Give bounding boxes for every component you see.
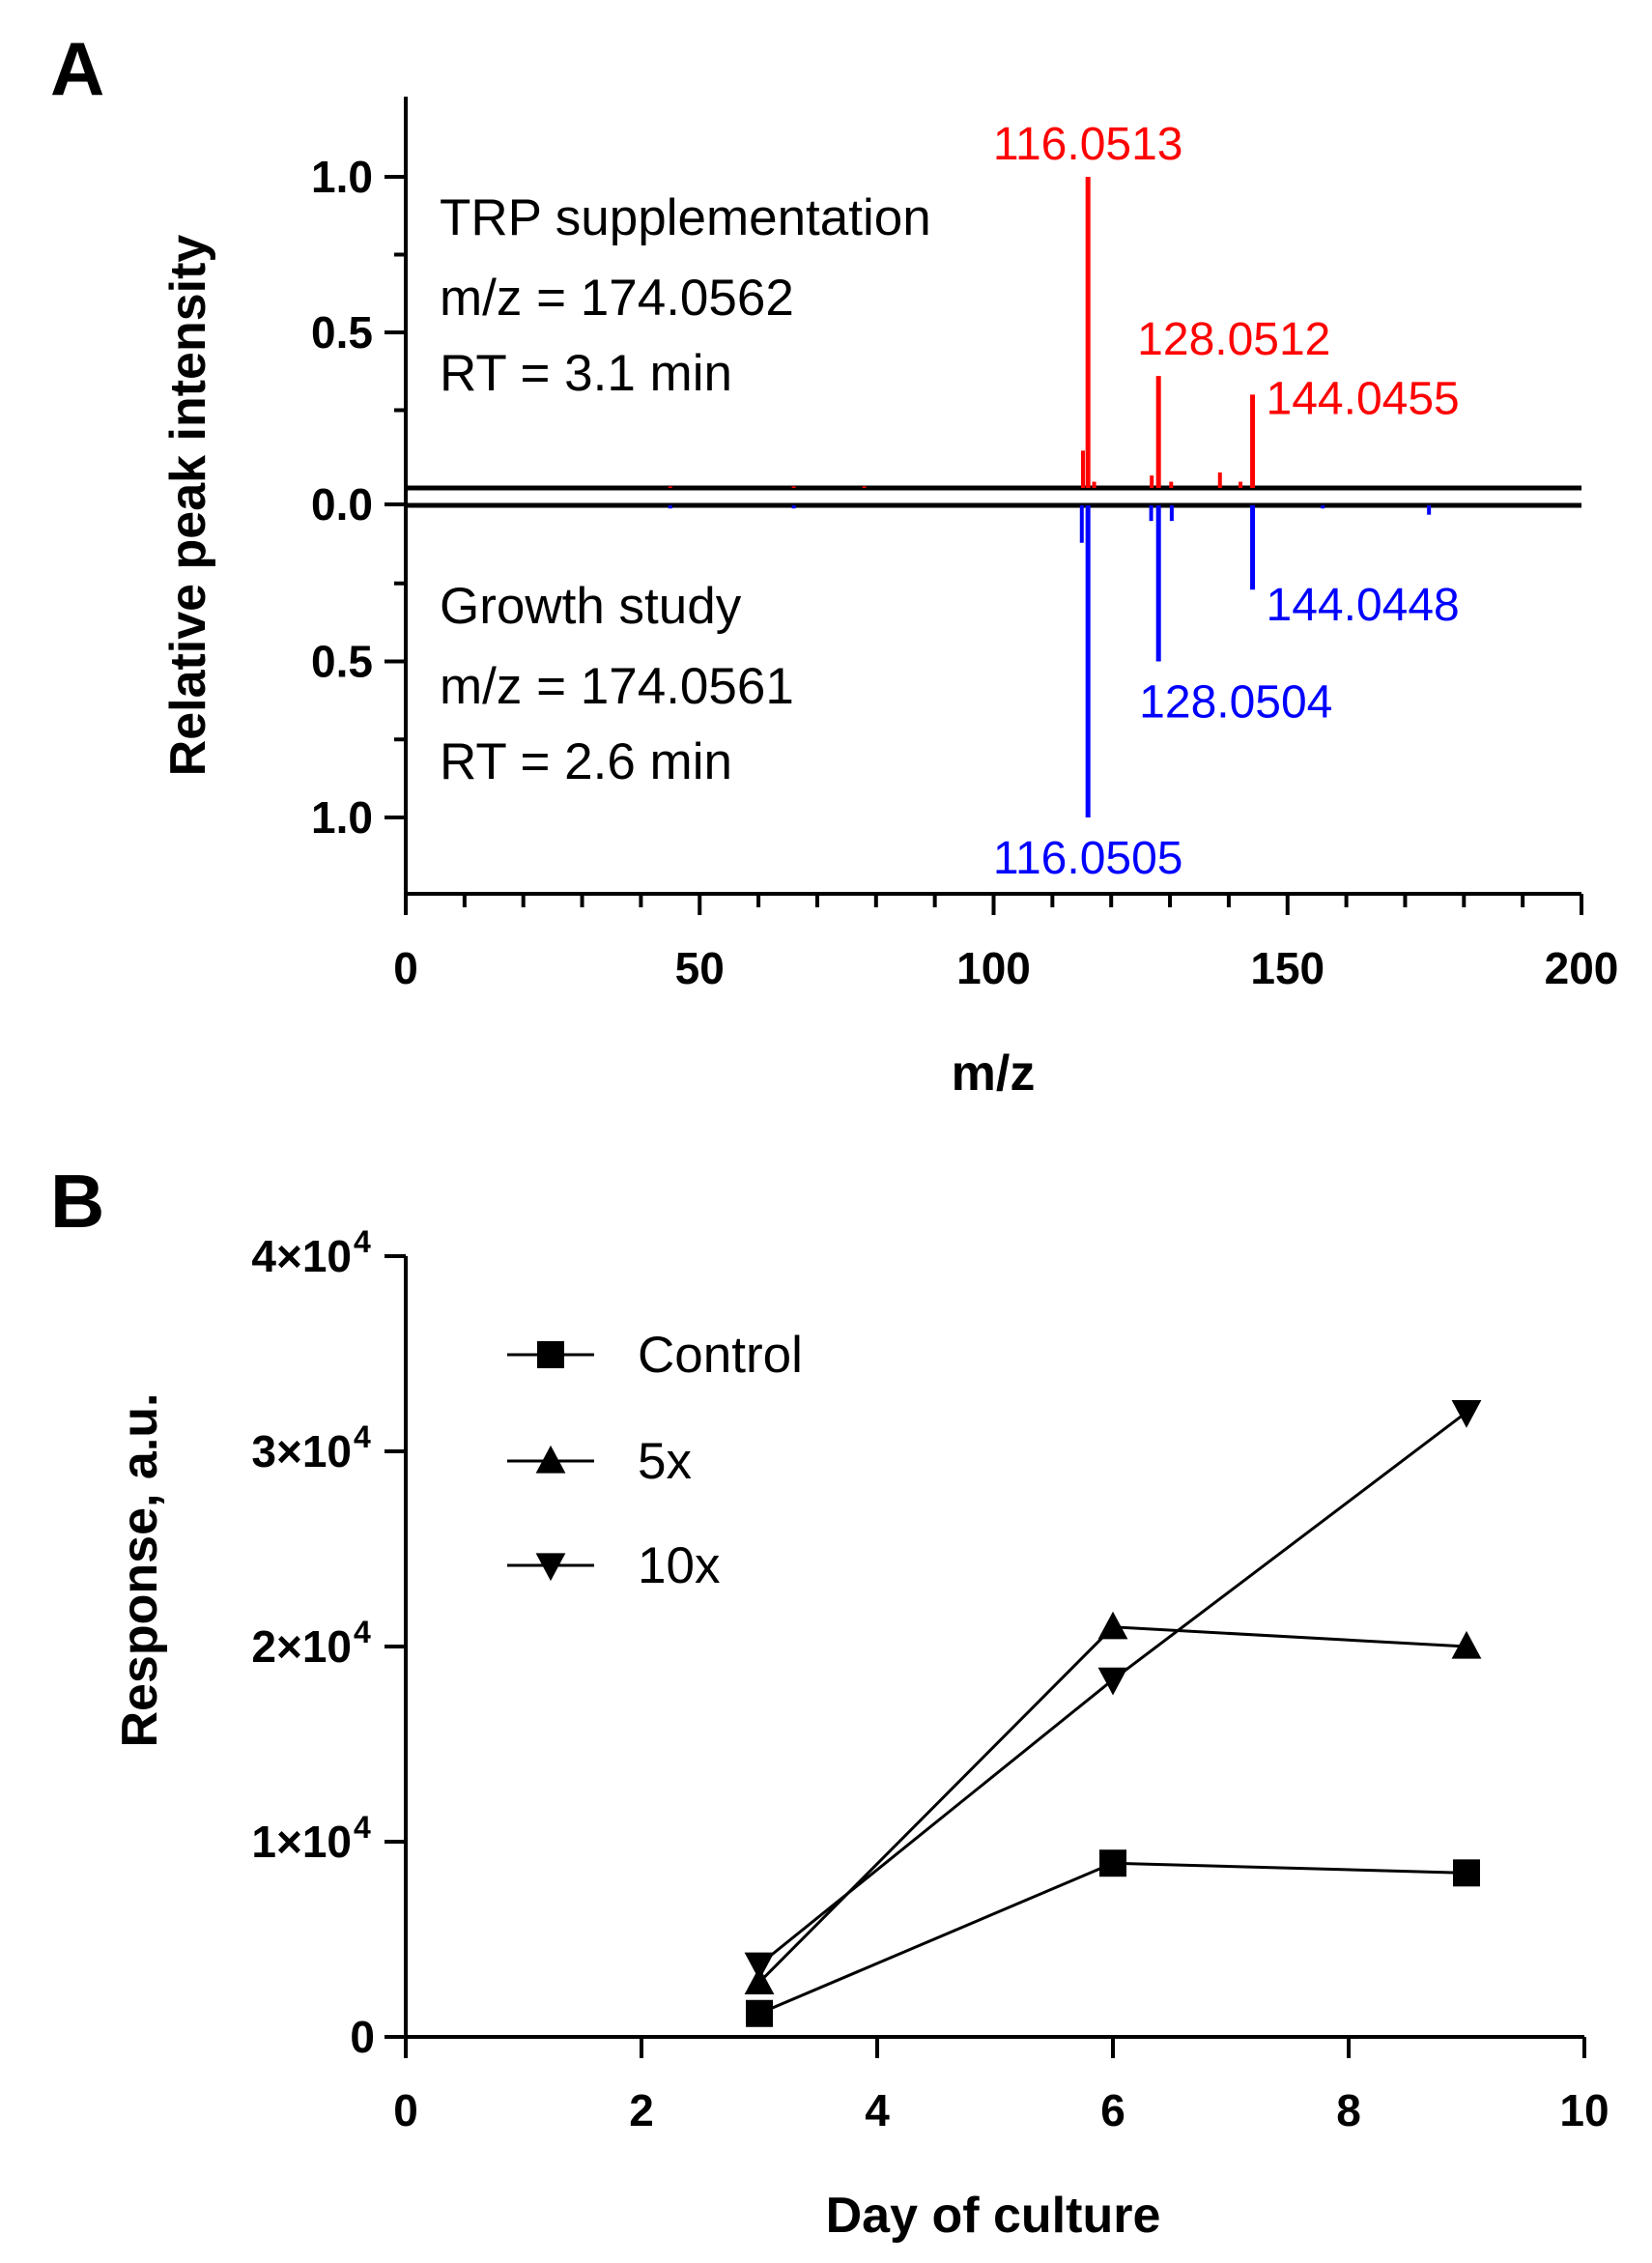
panel-b-y-axis-label: Response, a.u. (112, 1393, 168, 1748)
panel-a-bottom-peak-label: 128.0504 (1139, 677, 1332, 729)
panel-a-top-peak-label: 116.0513 (993, 119, 1183, 170)
panel-b-y-tick-exponent: 4 (354, 1810, 371, 1845)
panel-a-y-tick-label: 0.5 (311, 637, 373, 687)
panel-b-marker-square (1453, 1859, 1480, 1887)
panel-b-marker-triangle-up (1097, 1611, 1128, 1640)
panel-a-bottom-line-1: Growth study (440, 578, 742, 635)
panel-b-x-tick-label: 8 (1336, 2085, 1361, 2135)
panel-b-marker-triangle-up (744, 1966, 775, 1995)
panel-b-letter: B (50, 1159, 104, 1244)
panel-a-x-tick-label: 100 (956, 943, 1031, 993)
panel-b-x-tick-label: 4 (865, 2085, 890, 2135)
panel-a-top-line-3: RT = 3.1 min (440, 345, 732, 402)
panel-b-marker-square (1099, 1849, 1126, 1877)
panel-b-x-axis-label: Day of culture (826, 2188, 1161, 2244)
panel-a-bottom-peaks (668, 505, 1432, 817)
panel-b-marker-square (746, 1999, 773, 2027)
panel-a-x-tick-label: 150 (1250, 943, 1324, 993)
panel-b-y-tick-mantissa: 3×10 (251, 1426, 352, 1476)
panel-b-series (744, 1400, 1482, 2027)
panel-a-bottom-line-2: m/z = 174.0561 (440, 658, 794, 715)
panel-a-y-axis-label: Relative peak intensity (160, 235, 216, 777)
panel-a-bottom-peak-label: 144.0448 (1267, 580, 1460, 631)
panel-a-top-peak-label: 128.0512 (1137, 314, 1330, 365)
panel-b-marker-triangle-down (744, 1952, 775, 1981)
panel-a-y-tick-label: 1.0 (311, 792, 373, 843)
panel-b-marker-triangle-up (535, 1445, 566, 1474)
panel-b-x-tick-label: 2 (629, 2085, 654, 2135)
panel-a-peak-labels: 116.0513 128.0512 144.0455 116.0505 128.0504… (993, 119, 1460, 884)
panel-a-y-tick-label: 0.0 (311, 479, 373, 530)
panel-a-x-tick-label: 200 (1545, 943, 1619, 993)
panel-b-y-tick-exponent: 4 (354, 1224, 371, 1259)
panel-a-letter: A (50, 26, 104, 111)
panel-a-spectrum: 0 50 100 150 200 1.0 0.5 0.0 0.5 1.0 116.0513 128.… (160, 97, 1618, 1102)
panel-b-legend-label: 5x (638, 1433, 692, 1490)
panel-b-marker-square (537, 1341, 564, 1368)
panel-b-x-tick-label: 10 (1559, 2085, 1609, 2135)
panel-b-marker-triangle-down (1451, 1400, 1482, 1428)
panel-a-top-peak-label: 144.0455 (1267, 373, 1460, 424)
panel-b-legend-label: Control (638, 1327, 803, 1384)
panel-a-top-peaks (668, 177, 1256, 488)
panel-b-x-tick-label: 6 (1100, 2085, 1125, 2135)
panel-a-x-tick-label: 0 (393, 943, 418, 993)
panel-b-y-tick-exponent: 4 (354, 1615, 371, 1649)
panel-a-top-line-2: m/z = 174.0562 (440, 270, 794, 327)
panel-a-y-tick-label: 0.5 (311, 307, 373, 358)
panel-b-marker-triangle-up (1451, 1630, 1482, 1659)
panel-b-line-control (758, 1861, 1467, 2016)
panel-b-legend: Control 5x 10x (507, 1327, 803, 1594)
panel-b-x-tick-label: 0 (393, 2085, 418, 2135)
panel-a-bottom-line-3: RT = 2.6 min (440, 733, 732, 790)
panel-b-marker-triangle-down (1097, 1667, 1128, 1696)
panel-a-top-line-1: TRP supplementation (440, 189, 931, 246)
panel-b-y-tick-mantissa: 2×10 (251, 1621, 352, 1672)
panel-b-marker-triangle-down (535, 1553, 566, 1582)
panel-b-y-tick-mantissa: 4×10 (251, 1231, 352, 1281)
panel-a-x-axis-label: m/z (952, 1046, 1036, 1102)
panel-a-bottom-peak-label: 116.0505 (993, 833, 1183, 884)
panel-a-x-tick-label: 50 (675, 943, 725, 993)
panel-a-axes: 0 50 100 150 200 1.0 0.5 0.0 0.5 1.0 (311, 97, 1618, 993)
panel-a-y-tick-label: 1.0 (311, 152, 373, 202)
panel-b-y-tick-exponent: 4 (354, 1419, 371, 1454)
panel-b-y-tick-label: 0 (350, 2012, 375, 2062)
panel-b-legend-label: 10x (638, 1537, 720, 1594)
panel-b-y-tick-mantissa: 1×10 (251, 1817, 352, 1867)
